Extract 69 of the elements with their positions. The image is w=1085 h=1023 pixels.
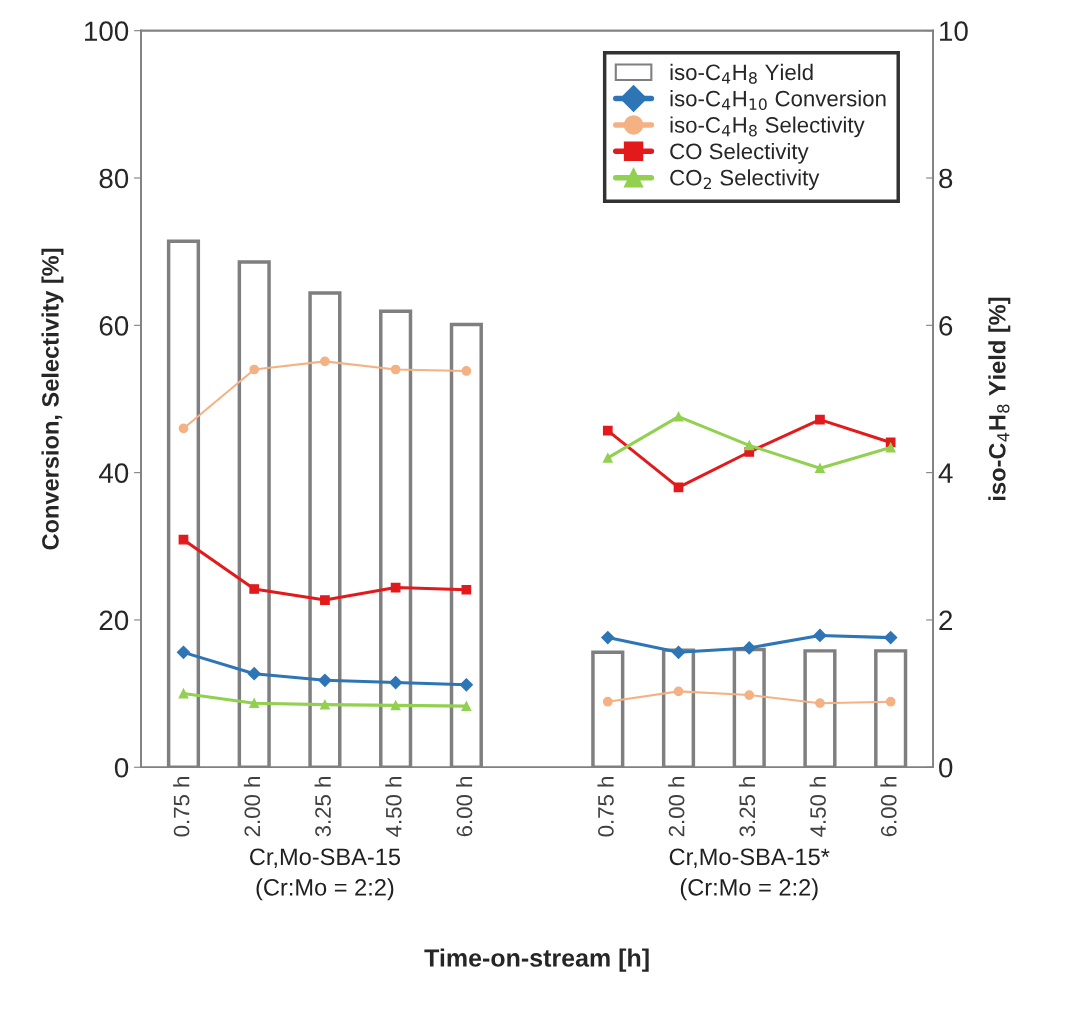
point xyxy=(671,645,686,659)
point xyxy=(602,696,613,707)
y-tick-label: 80 xyxy=(99,168,129,189)
point xyxy=(602,425,613,436)
point xyxy=(815,698,825,709)
y2-tick-label: 4 xyxy=(938,463,953,483)
point xyxy=(815,463,825,474)
point xyxy=(178,688,189,699)
y2-tick-label: 10 xyxy=(940,21,968,42)
point xyxy=(673,686,684,697)
point xyxy=(744,440,755,451)
point xyxy=(673,411,684,422)
legend-label: CO Selectivity xyxy=(670,142,809,164)
point xyxy=(601,631,615,645)
x-tick-label: 0.75 h xyxy=(173,777,190,837)
y-tick-label: 100 xyxy=(85,21,129,42)
point xyxy=(318,673,332,687)
point xyxy=(390,364,401,375)
point xyxy=(389,675,403,690)
x-tick-label: 3.25 h xyxy=(314,777,331,837)
point xyxy=(320,699,330,710)
legend-label: CO$_{2}$ Selectivity xyxy=(670,169,820,190)
point xyxy=(461,584,472,595)
y-tick-label: 40 xyxy=(98,463,129,483)
x-tick-label: 2.00 h xyxy=(668,777,685,837)
y-tick-label: 20 xyxy=(99,610,129,631)
point xyxy=(176,645,191,659)
point xyxy=(673,482,684,493)
x-tick-label: 3.25 h xyxy=(738,777,756,837)
text: Cr,Mo-SBA-15 (Cr:Mo = 2:2) xyxy=(250,848,401,901)
x-axis-title: Time-on-stream [h] xyxy=(424,948,649,972)
x-tick-label: 2.00 h xyxy=(243,777,261,837)
point xyxy=(178,423,189,434)
x-tick-label: 6.00 h xyxy=(456,777,473,837)
point xyxy=(178,534,189,545)
point xyxy=(744,690,755,700)
point xyxy=(742,641,756,655)
legend-label: iso-C$_{4}$H$_{10}$ Conversion xyxy=(670,90,886,111)
point xyxy=(461,366,472,376)
y2-tick-label: 8 xyxy=(939,168,953,189)
point xyxy=(602,453,613,463)
legend-label: iso-C$_{4}$H$_{8}$ Yield xyxy=(670,63,813,84)
point xyxy=(459,678,473,692)
point xyxy=(461,701,472,711)
y2-axis-title: iso-C$_{4}$H$_{8}$ Yield [%] xyxy=(988,297,1011,500)
point xyxy=(320,356,330,367)
x-tick-label: 4.50 h xyxy=(385,777,402,837)
point xyxy=(249,364,260,375)
x-tick-label: 4.50 h xyxy=(809,777,826,837)
legend-label: iso-C$_{4}$H$_{8}$ Selectivity xyxy=(670,116,865,138)
y-tick-label: 60 xyxy=(99,315,129,336)
point xyxy=(885,696,896,707)
point xyxy=(884,631,898,645)
point xyxy=(390,700,401,711)
point xyxy=(320,595,330,605)
text: Cr,Mo-SBA-15* (Cr:Mo = 2:2) xyxy=(669,848,830,901)
point xyxy=(249,584,260,594)
y-tick-label: 0 xyxy=(114,757,129,778)
x-tick-label: 6.00 h xyxy=(880,777,897,837)
y2-tick-label: 0 xyxy=(939,757,953,778)
point xyxy=(247,667,261,681)
point xyxy=(249,698,260,709)
point xyxy=(815,414,825,425)
y2-tick-label: 6 xyxy=(939,315,953,336)
y2-tick-label: 2 xyxy=(939,610,953,630)
y-axis-title: Conversion, Selectivity [%] xyxy=(41,248,64,550)
point xyxy=(813,628,827,642)
point xyxy=(885,442,896,453)
x-tick-label: 0.75 h xyxy=(597,777,614,837)
